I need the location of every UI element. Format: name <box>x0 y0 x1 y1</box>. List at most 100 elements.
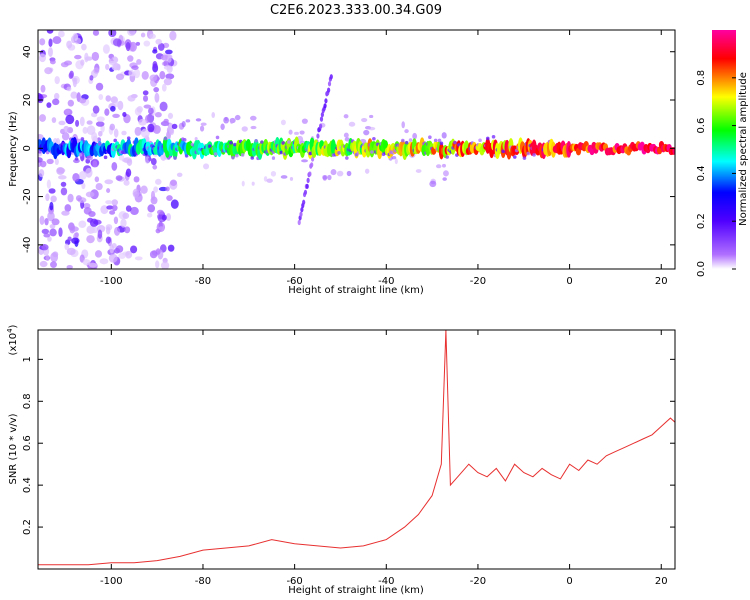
noise-point <box>61 132 70 141</box>
noise-point <box>47 211 55 222</box>
noise-point <box>108 60 117 65</box>
noise-point <box>78 97 87 104</box>
noise-point <box>71 237 80 244</box>
x-tick-label: -40 <box>378 276 394 287</box>
noise-point <box>80 59 85 66</box>
streak-point <box>308 171 312 177</box>
colorbar-tick-label: 0.0 <box>696 261 707 277</box>
x-tick-label: -40 <box>378 576 394 587</box>
x-tick-label: -20 <box>470 576 486 587</box>
noise-point <box>38 53 46 63</box>
carrier-halo-point <box>207 144 212 149</box>
x-tick-label: -100 <box>100 276 123 287</box>
noise-point <box>105 95 112 102</box>
noise-point <box>46 30 54 34</box>
noise-point <box>66 247 76 256</box>
streak-point <box>323 103 327 109</box>
noise-point <box>54 76 60 85</box>
noise-point <box>163 65 173 70</box>
noise-point <box>52 36 62 45</box>
carrier-halo-point <box>126 136 131 140</box>
spectrogram-marks <box>38 30 675 269</box>
noise-point <box>150 157 157 166</box>
noise-point <box>138 118 147 126</box>
carrier-halo-point <box>453 140 457 145</box>
noise-point <box>134 126 142 136</box>
y-tick-label: 0.2 <box>22 519 33 535</box>
noise-point <box>149 74 158 82</box>
noise-point <box>118 252 126 259</box>
carrier-halo-point <box>182 138 187 142</box>
noise-point <box>368 126 376 131</box>
noise-point <box>176 172 183 178</box>
streak-point <box>310 162 314 168</box>
noise-point <box>443 170 449 177</box>
carrier-halo-point <box>532 153 536 157</box>
carrier-halo-point <box>485 136 490 141</box>
spectrogram-x-ticks: -100 -80 -60 -40 -20 0 20 <box>100 30 668 287</box>
noise-point <box>163 118 169 124</box>
noise-point <box>39 38 46 46</box>
y-tick-label: 0.4 <box>22 477 33 493</box>
noise-point <box>38 169 45 178</box>
noise-point <box>113 128 119 138</box>
noise-point <box>143 104 152 109</box>
noise-point <box>89 75 94 81</box>
noise-point <box>46 179 51 189</box>
noise-point <box>441 132 447 139</box>
noise-point <box>81 43 87 51</box>
noise-point <box>165 186 170 192</box>
noise-point <box>114 101 120 107</box>
carrier-halo-point <box>184 154 189 158</box>
snr-chart: -100 -80 -60 -40 -20 0 20 0.2 0.4 0.6 0.8 1 Height… <box>6 324 676 596</box>
noise-point <box>343 114 349 119</box>
noise-point <box>126 158 133 166</box>
noise-point <box>98 130 103 137</box>
noise-point <box>154 92 160 103</box>
noise-point <box>73 158 80 164</box>
noise-point <box>94 176 100 183</box>
noise-point <box>52 251 59 258</box>
noise-point <box>47 236 52 242</box>
noise-point <box>125 250 133 259</box>
noise-point <box>48 38 53 47</box>
noise-point <box>200 122 207 126</box>
noise-point <box>115 175 123 181</box>
noise-point <box>49 201 54 211</box>
carrier-halo-point <box>404 140 409 145</box>
noise-point <box>167 55 172 63</box>
noise-point <box>105 63 110 71</box>
noise-point <box>82 203 91 209</box>
noise-point <box>122 112 127 118</box>
noise-point <box>109 210 116 215</box>
noise-point <box>45 193 50 202</box>
noise-point <box>170 179 177 186</box>
noise-point <box>72 33 79 42</box>
noise-point <box>66 265 73 269</box>
noise-point <box>364 168 370 174</box>
carrier-halo-point <box>97 142 102 146</box>
noise-point <box>136 59 142 65</box>
noise-point <box>98 94 104 101</box>
noise-point <box>106 205 114 210</box>
noise-point <box>95 82 104 91</box>
carrier-halo-point <box>408 138 413 142</box>
noise-point <box>108 253 118 263</box>
noise-point <box>108 30 117 38</box>
noise-point <box>149 33 156 39</box>
carrier-halo-point <box>345 156 349 160</box>
noise-point <box>135 41 141 46</box>
noise-point <box>60 181 67 187</box>
noise-point <box>84 52 89 63</box>
noise-point <box>67 236 72 242</box>
noise-point <box>330 169 337 176</box>
noise-point <box>112 38 122 47</box>
noise-point <box>165 49 173 55</box>
noise-point <box>67 193 74 203</box>
carrier-halo-point <box>103 155 108 160</box>
y-tick-label: 20 <box>22 94 33 107</box>
noise-point <box>44 67 53 75</box>
carrier-halo-point <box>213 152 218 156</box>
noise-point <box>58 227 63 237</box>
streak-point <box>305 183 309 189</box>
